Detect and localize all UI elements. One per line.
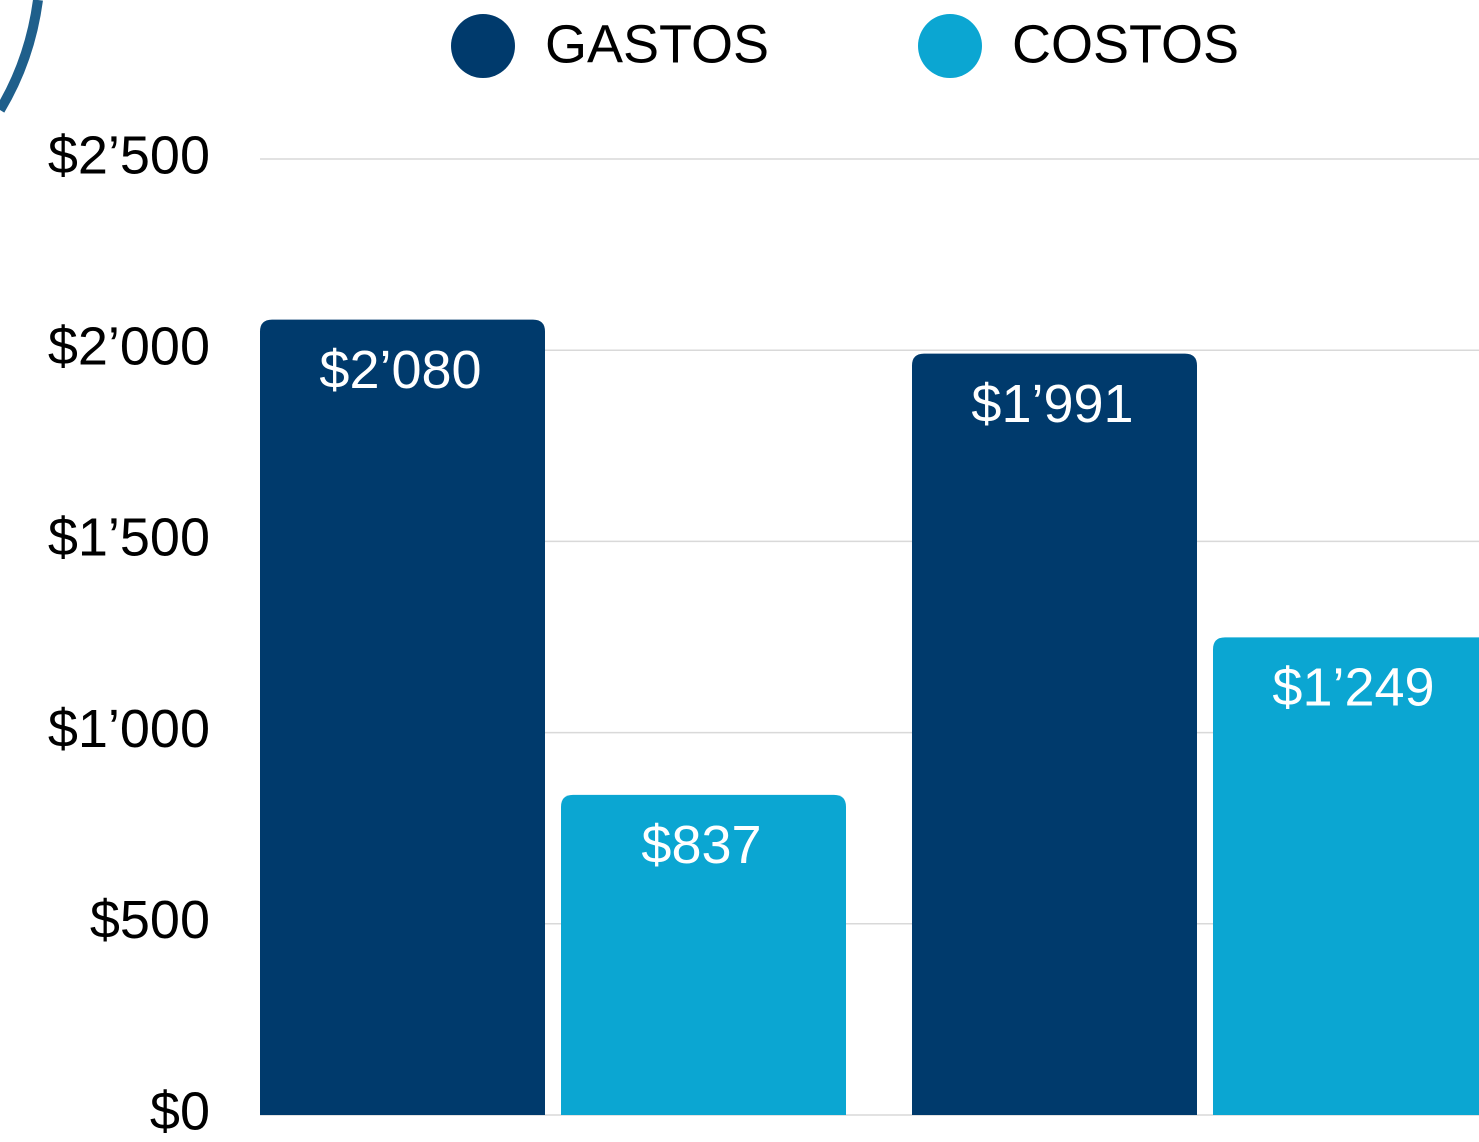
value-label: $1’991 [971,374,1133,434]
value-label: $2’080 [319,340,481,400]
legend-label: COSTOS [1012,14,1239,74]
value-label: $837 [641,815,761,875]
value-label: $1’249 [1272,658,1434,718]
bar [561,794,846,1115]
legend-marker [918,14,982,78]
bar [1213,637,1479,1115]
legend-label: GASTOS [545,14,769,74]
decorative-arc [0,0,43,113]
y-tick-label: $1’000 [48,699,210,759]
y-tick-label: $2’500 [48,125,210,185]
bar [912,353,1197,1115]
y-tick-label: $2’000 [48,316,210,376]
y-tick-label: $500 [90,890,210,950]
bar [260,319,545,1115]
y-tick-label: $0 [150,1081,210,1141]
legend-marker [451,14,515,78]
y-tick-label: $1’500 [48,508,210,568]
